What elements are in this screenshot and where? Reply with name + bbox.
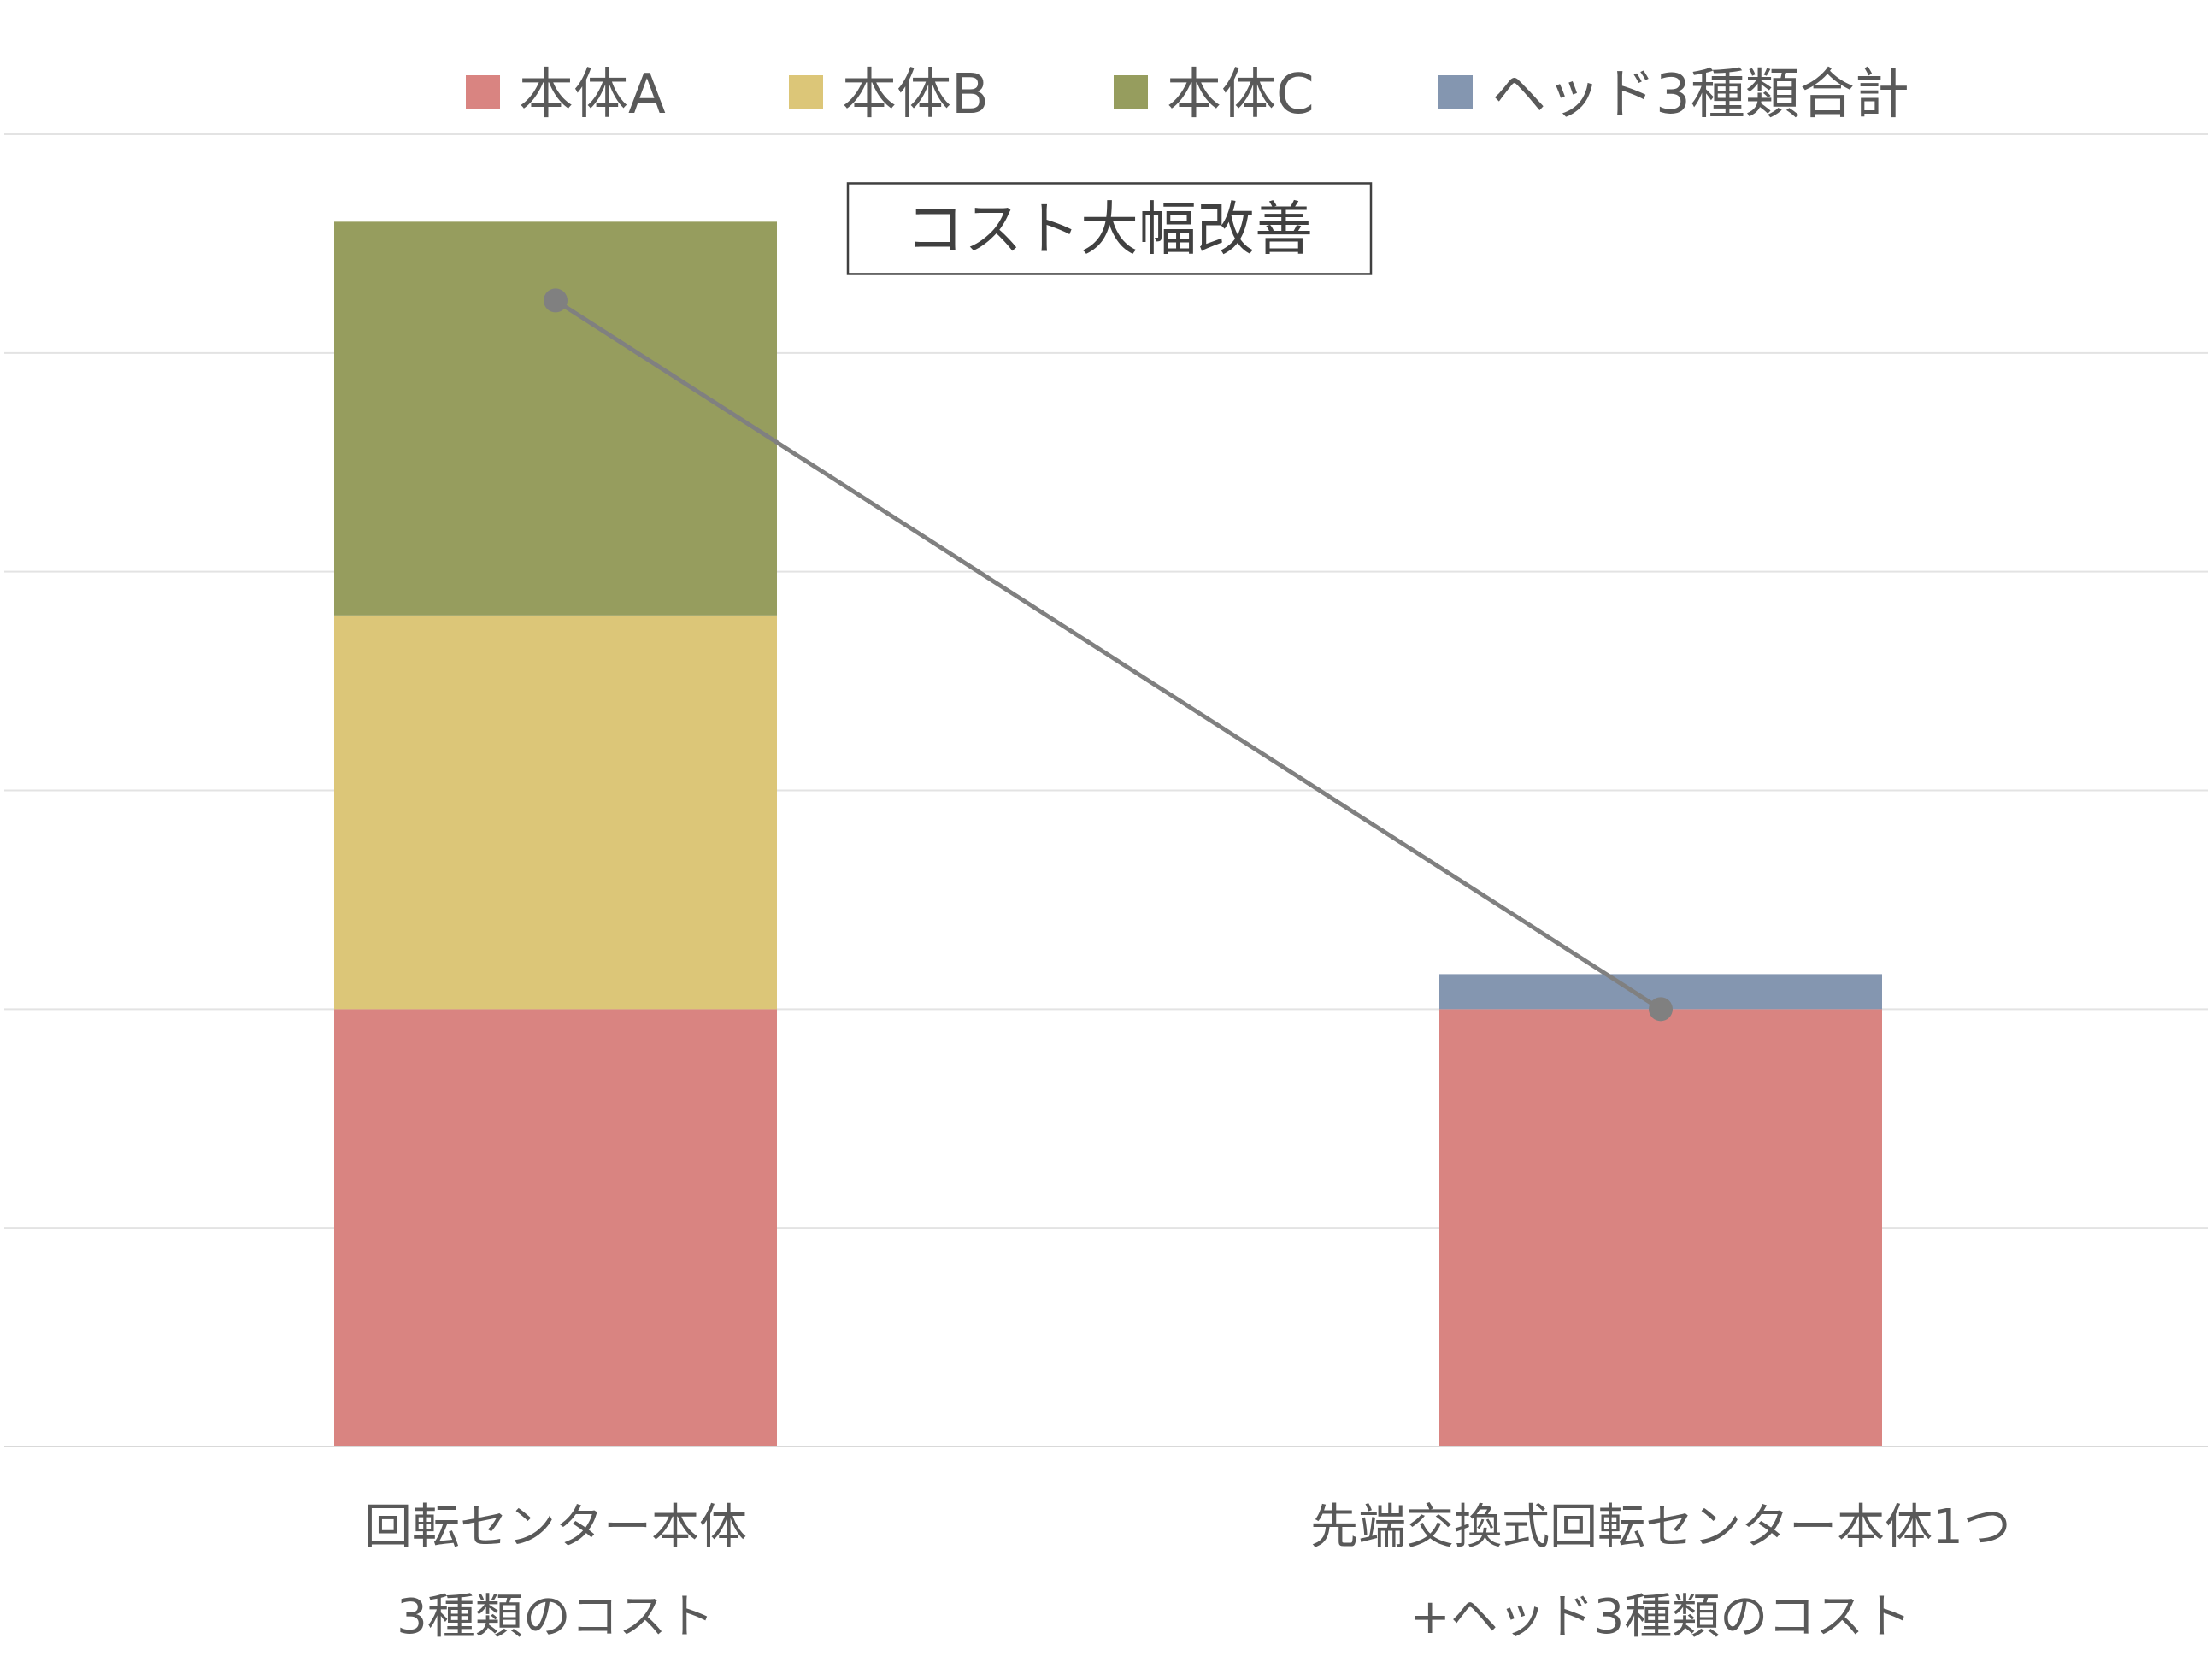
- trend-line-path: [554, 298, 1662, 1011]
- x-tick-label-2-2: +ヘッド3種類のコスト: [1410, 1589, 1912, 1645]
- x-tick-label-1-2: 3種類のコスト: [397, 1589, 715, 1645]
- annotation: コスト大幅改善: [846, 182, 1373, 275]
- legend-swatch-1: [466, 75, 500, 109]
- x-tick-label-2-1: 先端交換式回転センター本体1つ: [1310, 1500, 2011, 1555]
- legend-label-4: ヘッド3種類合計: [1491, 63, 1909, 127]
- legend-swatch-3: [1114, 75, 1148, 109]
- legend-label-3: 本体C: [1167, 63, 1315, 127]
- x-axis: 回転センター本体 3種類のコスト 先端交換式回転センター本体1つ +ヘッド3種類のコス…: [4, 1446, 2208, 1645]
- legend-swatch-2: [789, 75, 823, 109]
- bar-segment-1-1: [334, 1009, 777, 1447]
- legend-label-2: 本体B: [842, 63, 989, 127]
- bar-segment-1-3: [334, 221, 777, 616]
- legend-swatch-4: [1438, 75, 1473, 109]
- trend-point-1: [544, 288, 568, 313]
- annotation-label: コスト大幅改善: [906, 196, 1313, 263]
- bar-segment-2-1: [1439, 1009, 1882, 1447]
- annotation-box: [846, 182, 1373, 275]
- legend: 本体A 本体B 本体C ヘッド3種類合計: [466, 63, 1909, 127]
- x-tick-label-1-1: 回転センター本体: [364, 1500, 747, 1555]
- bar-segment-1-2: [334, 615, 777, 1010]
- trend-point-2: [1649, 997, 1673, 1022]
- bars: [334, 221, 1882, 1447]
- legend-label-1: 本体A: [519, 63, 666, 127]
- trend-line: [544, 288, 1673, 1022]
